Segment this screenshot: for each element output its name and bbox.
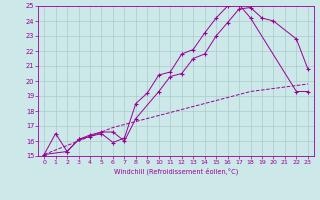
X-axis label: Windchill (Refroidissement éolien,°C): Windchill (Refroidissement éolien,°C) (114, 168, 238, 175)
